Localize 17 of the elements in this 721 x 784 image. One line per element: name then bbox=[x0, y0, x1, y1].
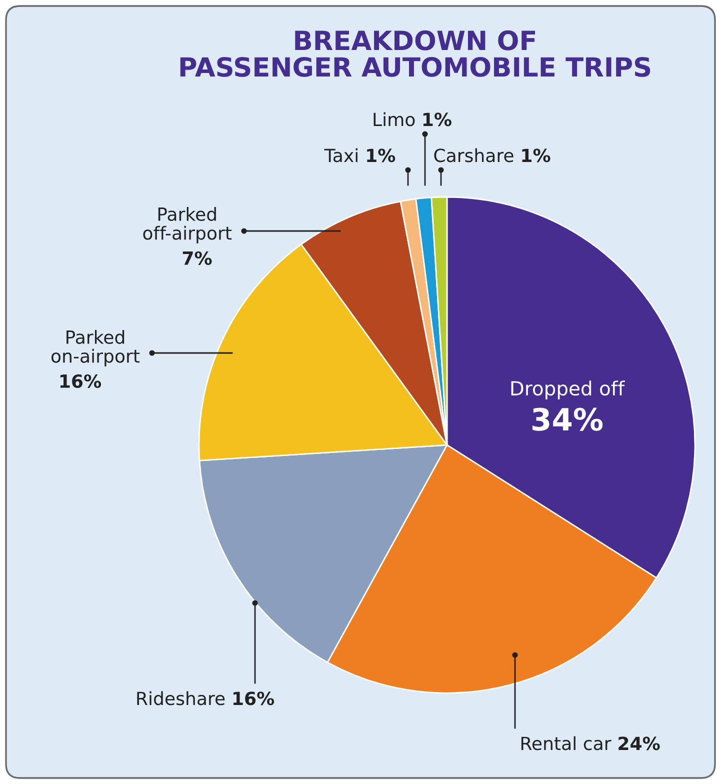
data-label: 1% bbox=[367, 148, 396, 162]
chart-title: BREAKDOWN OF PASSENGER AUTOMOBILE TRIPS bbox=[180, 30, 650, 77]
slice-label: Rideshare bbox=[137, 691, 225, 706]
slice-label: Parked off-airport bbox=[143, 207, 232, 244]
data-label: 1% bbox=[423, 112, 452, 126]
slice-label: Carshare bbox=[434, 148, 514, 162]
slice-label: Rental car bbox=[521, 736, 612, 750]
data-label: 16% bbox=[233, 692, 274, 706]
data-label: 24% bbox=[618, 736, 660, 750]
data-label: 7% bbox=[182, 251, 212, 265]
data-label: 16% bbox=[60, 374, 102, 388]
slice-label: Dropped off bbox=[511, 380, 625, 400]
slice-label: Taxi bbox=[324, 148, 358, 162]
data-label: 34% bbox=[532, 408, 603, 431]
slice-label: Limo bbox=[374, 112, 415, 126]
slice-label: Parked on-airport bbox=[51, 330, 140, 366]
data-label: 1% bbox=[522, 148, 550, 162]
